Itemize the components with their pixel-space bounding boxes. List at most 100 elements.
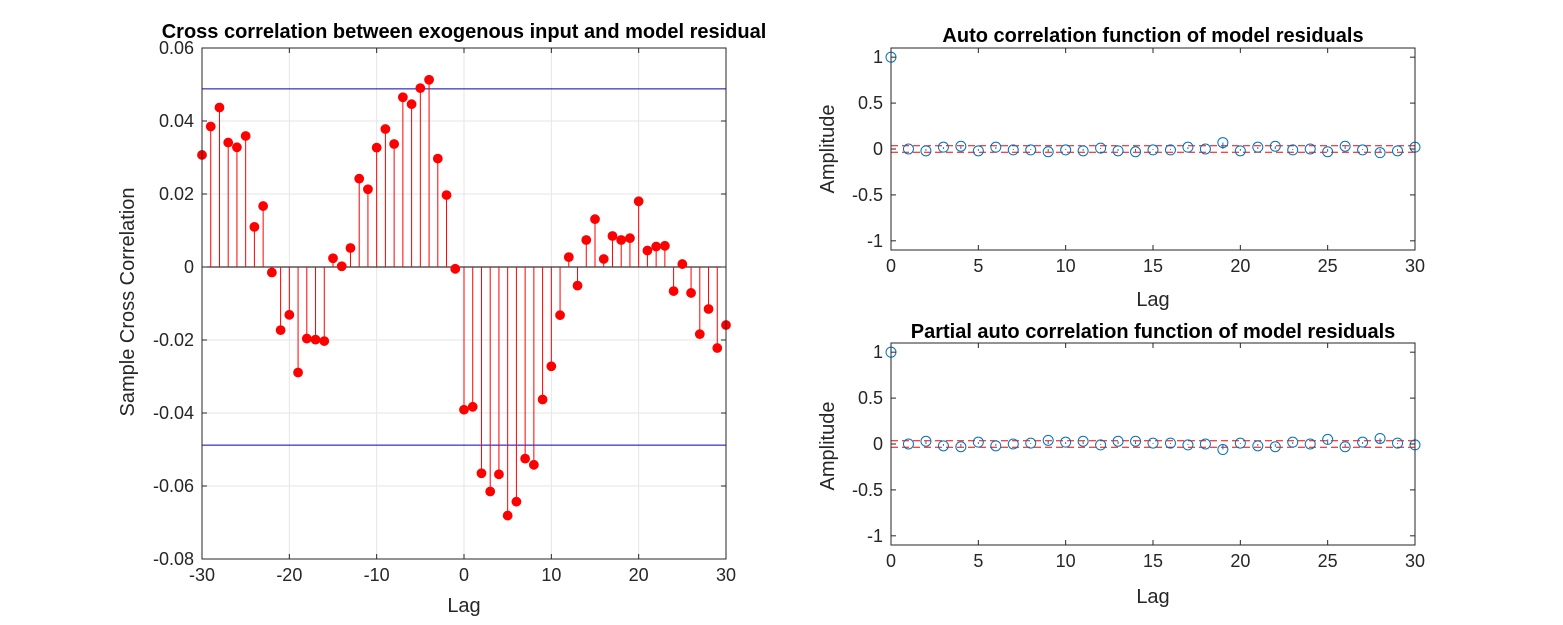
stem-marker — [1217, 444, 1229, 456]
stem-marker — [406, 99, 417, 110]
stem-marker — [502, 510, 513, 521]
stem-marker — [677, 259, 688, 269]
y-tick-label: 0.5 — [858, 93, 883, 113]
stem-marker — [1007, 438, 1019, 450]
stem-marker — [572, 280, 583, 291]
x-tick-label: 0 — [459, 565, 469, 585]
x-tick-label: 25 — [1318, 551, 1338, 571]
y-tick-label: -1 — [867, 231, 883, 251]
stem-marker — [293, 367, 303, 378]
x-tick-label: -20 — [276, 565, 302, 585]
x-axis-label: Lag — [1136, 586, 1169, 608]
stem-marker — [214, 102, 225, 113]
x-tick-label: 20 — [629, 565, 649, 585]
y-tick-label: -0.06 — [153, 476, 194, 496]
stem-marker — [659, 240, 670, 251]
stem-marker — [511, 496, 522, 507]
y-tick-labels: -1 -0.5 0 0.5 1 — [852, 342, 883, 546]
stem-marker — [1287, 144, 1299, 156]
markers — [197, 74, 731, 521]
chart-title: Partial auto correlation function of mod… — [911, 321, 1396, 343]
stem-marker — [555, 310, 565, 321]
x-tick-labels: 0 5 10 15 20 25 30 — [886, 256, 1425, 276]
stem-marker — [1077, 145, 1089, 157]
stem-marker — [598, 254, 609, 264]
x-tick-label: 10 — [541, 565, 561, 585]
stem-marker — [223, 137, 234, 148]
stem-marker — [397, 92, 408, 103]
x-tick-label: 15 — [1143, 551, 1163, 571]
stem-marker — [1357, 436, 1369, 448]
x-tick-label: -30 — [189, 565, 215, 585]
stem-marker — [972, 145, 984, 157]
stem-marker — [1339, 441, 1351, 453]
stem-marker — [1042, 146, 1054, 158]
stem-marker — [651, 241, 662, 252]
stem-marker — [319, 336, 330, 346]
stem-marker — [694, 329, 705, 340]
stem-marker — [1322, 433, 1334, 445]
stem-marker — [1095, 142, 1107, 154]
stem-marker — [441, 190, 452, 200]
stem-marker — [1269, 140, 1281, 152]
y-tick-label: 1 — [873, 342, 883, 362]
stem-marker — [990, 440, 1002, 452]
stem-marker — [1234, 437, 1246, 449]
stem-marker — [494, 469, 504, 480]
x-tick-label: 30 — [1405, 551, 1425, 571]
stem-marker — [581, 235, 592, 245]
y-axis-label: Amplitude — [817, 105, 839, 194]
stem-marker — [284, 309, 295, 320]
stem-marker — [1130, 435, 1142, 447]
stem-marker — [607, 231, 618, 241]
stem-marker — [1339, 140, 1351, 152]
stem-marker — [371, 142, 382, 153]
stem-marker — [712, 343, 723, 353]
stem-marker — [310, 334, 321, 345]
stem-marker — [616, 235, 627, 245]
stem-marker — [249, 221, 260, 232]
stem-marker — [902, 143, 914, 155]
stem-marker — [258, 201, 269, 211]
stem-marker — [1130, 146, 1142, 158]
y-tick-marks — [891, 56, 1415, 242]
markers — [885, 346, 1421, 456]
x-tick-label: 10 — [1056, 551, 1076, 571]
x-tick-label: 10 — [1056, 256, 1076, 276]
stem-marker — [937, 141, 949, 153]
x-tick-label: 5 — [973, 551, 983, 571]
stem-marker — [1374, 432, 1386, 444]
y-tick-label: -0.04 — [153, 403, 194, 423]
y-tick-label: 0 — [873, 434, 883, 454]
y-tick-label: 0 — [184, 257, 194, 277]
stem-marker — [1112, 145, 1124, 157]
x-tick-label: 30 — [1405, 256, 1425, 276]
markers — [885, 51, 1421, 159]
stem-marker — [345, 243, 356, 253]
y-tick-labels: -1 -0.5 0 0.5 1 — [852, 47, 883, 251]
stem-marker — [537, 394, 548, 405]
x-tick-label: 30 — [716, 565, 736, 585]
x-tick-label: 0 — [886, 256, 896, 276]
stem-marker — [389, 139, 400, 149]
stem-marker — [1252, 440, 1264, 452]
stem-marker — [563, 252, 574, 263]
stem-marker — [1164, 437, 1176, 449]
stem-marker — [1095, 439, 1107, 451]
x-tick-label: 15 — [1143, 256, 1163, 276]
chart-title: Cross correlation between exogenous inpu… — [162, 21, 767, 43]
y-tick-labels: -0.08 -0.06 -0.04 -0.02 0 0.02 0.04 0.06 — [153, 38, 194, 569]
stem-marker — [1252, 141, 1264, 153]
y-tick-label: -1 — [867, 526, 883, 546]
y-tick-label: 0.02 — [159, 184, 194, 204]
stem-marker — [1287, 436, 1299, 448]
x-tick-marks — [201, 48, 727, 559]
stem-marker — [937, 440, 949, 452]
stem-marker — [450, 263, 461, 274]
stem-marker — [1007, 144, 1019, 156]
stem-marker — [1182, 141, 1194, 153]
stem-marker — [424, 74, 434, 85]
stem-marker — [1357, 144, 1369, 156]
stem-marker — [528, 459, 539, 470]
